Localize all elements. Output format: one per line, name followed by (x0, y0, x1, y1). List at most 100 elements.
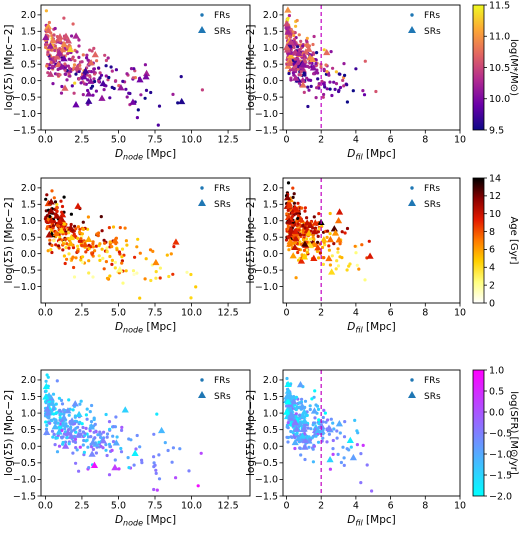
sr-point (335, 236, 343, 243)
sr-point (291, 418, 299, 426)
fr-point (312, 444, 316, 448)
sr-point (310, 228, 319, 235)
fr-point (302, 90, 306, 94)
fr-point (110, 262, 114, 266)
fr-point (108, 240, 112, 244)
fr-point (61, 442, 65, 446)
fr-point (126, 456, 130, 460)
sr-point (284, 387, 293, 394)
fr-point (91, 245, 95, 249)
sr-point (284, 28, 292, 35)
sr-point (297, 215, 305, 223)
fr-point (336, 250, 340, 254)
sr-point (52, 229, 60, 237)
fr-point (87, 259, 91, 263)
fr-point (298, 446, 302, 450)
legend-sr-label: SRs (424, 392, 441, 402)
fr-point (103, 53, 107, 57)
y-tick-label: 0.5 (21, 425, 36, 436)
fr-point (294, 395, 299, 399)
fr-point (149, 90, 153, 95)
fr-point (76, 244, 80, 248)
fr-point (104, 74, 108, 78)
fr-point (325, 87, 329, 91)
legend-fr-marker (200, 378, 204, 382)
fr-point (110, 448, 114, 452)
sr-point (67, 239, 75, 247)
colorbar-tick-label: −0.5 (489, 428, 512, 439)
fr-point (71, 439, 75, 443)
sr-point (335, 208, 344, 215)
fr-point (332, 242, 336, 246)
fr-point (52, 196, 56, 200)
fr-point (63, 427, 67, 431)
legend-fr-label: FRs (214, 376, 230, 386)
x-label-sub: node (123, 153, 143, 162)
sr-point (301, 436, 310, 444)
fr-point (117, 250, 121, 254)
colorbar-tick-label: −1.5 (489, 470, 512, 481)
sr-point (87, 77, 95, 84)
fr-point (340, 230, 344, 234)
y-tick-label: 2.0 (263, 10, 278, 21)
fr-point (71, 408, 75, 412)
fr-point (120, 425, 124, 429)
x-label-unit: [Mpc] (363, 321, 396, 333)
fr-point (57, 444, 62, 448)
fr-point (297, 73, 301, 77)
fr-point (312, 72, 316, 76)
fr-point (135, 433, 139, 438)
fr-point (67, 231, 71, 235)
legend-fr-label: FRs (424, 184, 440, 194)
sr-point (284, 398, 292, 405)
fr-point (52, 239, 56, 243)
fr-point (88, 410, 92, 414)
fr-point (171, 272, 175, 276)
x-tick-label: 6 (388, 135, 394, 146)
fr-point (67, 413, 71, 417)
x-tick-label: 10.0 (181, 501, 202, 512)
sr-point (283, 43, 291, 51)
legend-fr-marker (410, 186, 414, 190)
fr-point (80, 60, 84, 64)
fr-point (58, 418, 62, 422)
data-points (42, 373, 203, 492)
sr-point (303, 219, 311, 226)
fr-point (89, 70, 93, 74)
sr-point (72, 101, 80, 108)
sr-point (99, 437, 107, 444)
fr-point (127, 466, 131, 470)
fr-point (307, 445, 311, 449)
fr-point (44, 197, 48, 201)
sr-point (111, 463, 119, 471)
fr-point (104, 448, 108, 452)
fr-point (144, 257, 148, 261)
x-tick-label: 2.5 (74, 308, 89, 319)
sr-point (287, 226, 295, 233)
fr-point (333, 87, 337, 91)
fr-point (50, 429, 55, 433)
fr-point (299, 70, 303, 74)
fr-point (59, 91, 64, 95)
fr-point (43, 217, 48, 221)
fr-point (306, 426, 310, 430)
x-tick-label: 5.0 (111, 135, 126, 146)
fr-point (306, 85, 310, 89)
fr-point (312, 237, 316, 241)
fr-point (55, 209, 59, 213)
fr-point (287, 248, 291, 252)
x-label-sub: node (123, 519, 143, 528)
fr-point (354, 67, 358, 71)
sr-point (300, 253, 309, 260)
colorbar-tick-label: 11.0 (489, 32, 510, 43)
fr-point (51, 224, 56, 228)
fr-point (307, 65, 311, 69)
sr-point (287, 411, 295, 419)
sr-point (320, 236, 328, 243)
fr-point (46, 217, 51, 222)
sr-point (116, 266, 124, 273)
sr-point (283, 193, 292, 201)
sr-point (80, 73, 88, 80)
fr-point (129, 67, 134, 71)
fr-point (105, 435, 109, 439)
